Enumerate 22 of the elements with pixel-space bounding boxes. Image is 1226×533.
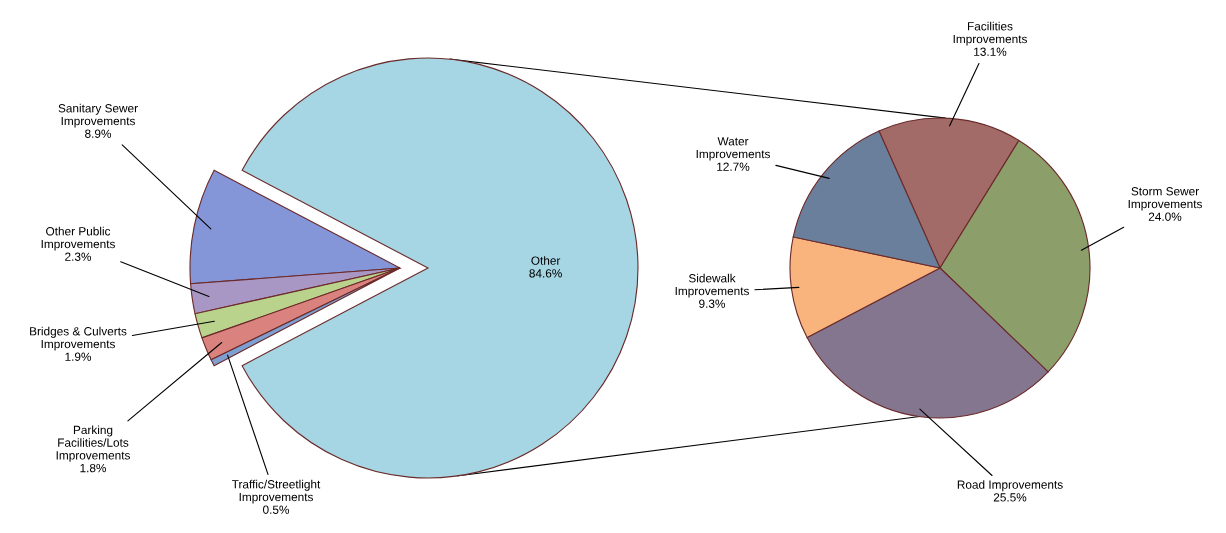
slice-label: Parking Facilities/Lots Improvements	[56, 425, 130, 462]
data-label: 24.0%	[1148, 212, 1182, 221]
slice-label: Road Improvements	[957, 480, 1063, 492]
data-label: 1.8%	[80, 463, 107, 473]
slice-label: Traffic/Streetlight Improvements	[231, 479, 321, 504]
data-label: 9.3%	[699, 299, 726, 308]
data-label: 84.6%	[529, 269, 562, 278]
data-label: 1.9%	[65, 352, 92, 361]
slice-label: Storm Sewer Improvements	[1128, 187, 1202, 211]
data-label: 0.5%	[263, 505, 290, 514]
slice-label: Other	[531, 256, 561, 265]
slice-label: Sanitary Sewer Improvements	[58, 103, 138, 128]
slice-label: Other Public Improvements	[41, 226, 115, 251]
data-label: 12.7%	[717, 162, 750, 171]
data-label: 2.3%	[65, 252, 92, 261]
slice-label: Water Improvements	[696, 137, 770, 161]
slice-label: Sidewalk Improvements	[675, 273, 749, 298]
data-label: 25.5%	[993, 493, 1027, 502]
data-label: 8.9%	[85, 129, 112, 138]
data-label: 13.1%	[974, 47, 1007, 56]
slice-label: Facilities Improvements	[953, 21, 1027, 46]
slice-label: Bridges & Culverts Improvements	[30, 326, 127, 351]
